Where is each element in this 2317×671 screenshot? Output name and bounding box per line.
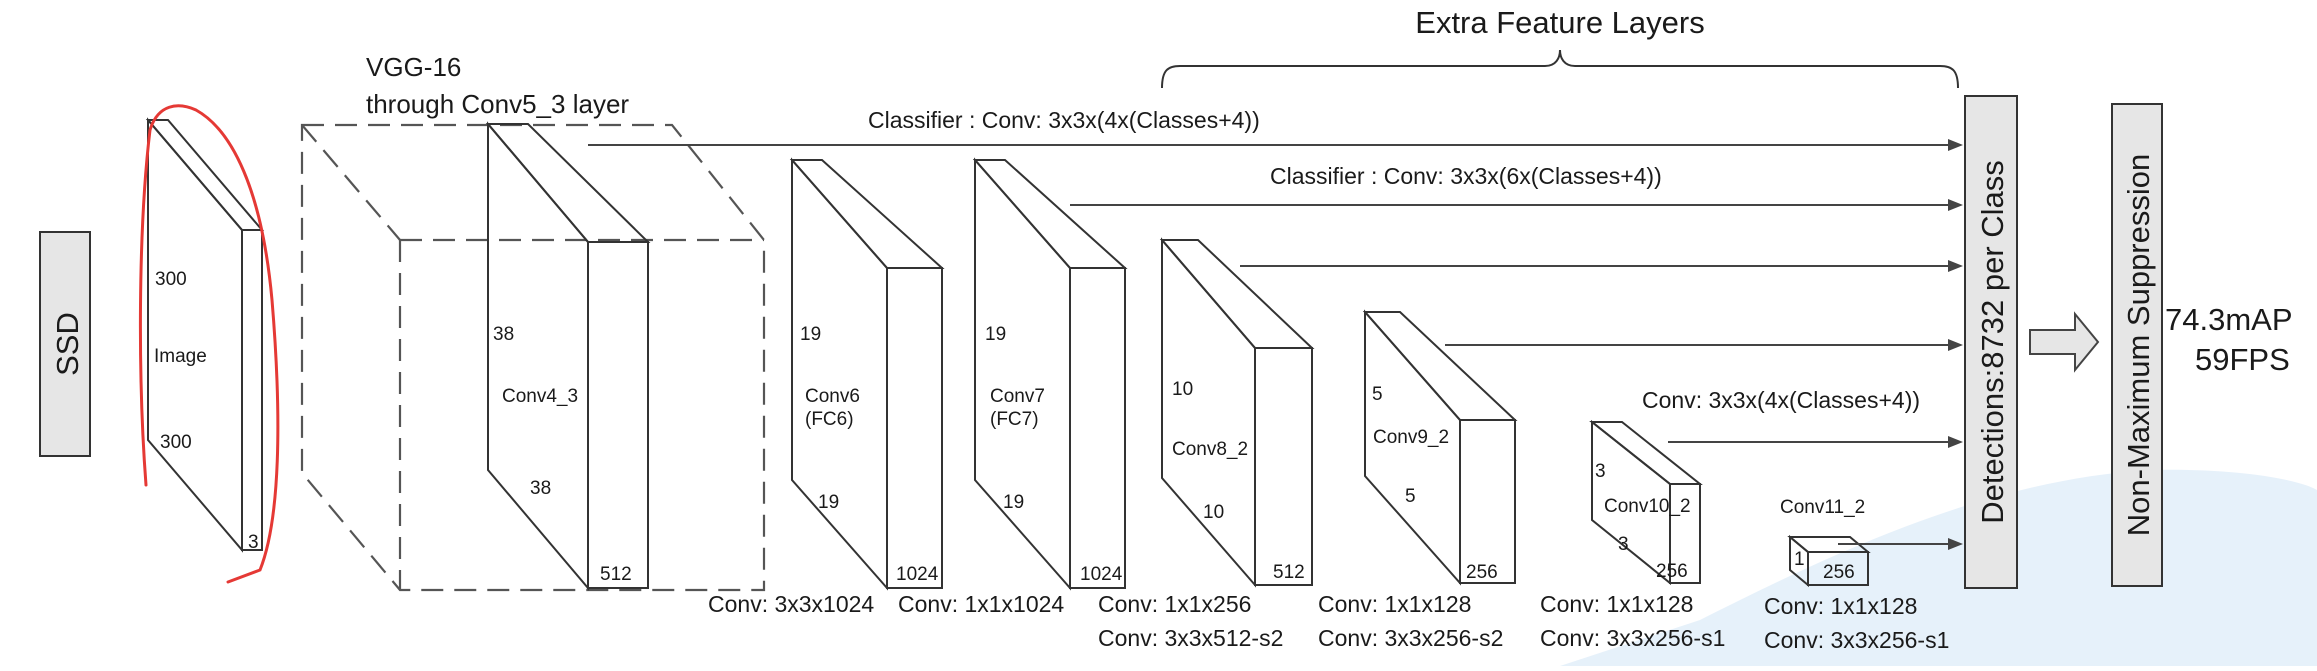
- conv-spec-c8b: Conv: 3x3x512-s2: [1098, 625, 1283, 651]
- conv11-2-height: 1: [1794, 549, 1805, 570]
- nms-box: Non-Maximum Suppression: [2111, 103, 2163, 587]
- conv11-2-channels: 256: [1823, 562, 1855, 583]
- map-result: 74.3mAP: [2165, 302, 2293, 337]
- extra-feature-layers-label: Extra Feature Layers: [1415, 5, 1704, 40]
- conv-spec-c8a: Conv: 1x1x256: [1098, 591, 1251, 617]
- layer-conv4-3: 38 Conv4_3 38 512: [485, 121, 651, 591]
- conv-spec-c9a: Conv: 1x1x128: [1318, 591, 1471, 617]
- classifier-label-2: Classifier : Conv: 3x3x(6x(Classes+4)): [1270, 163, 1662, 189]
- conv8-2-width: 10: [1203, 502, 1224, 523]
- conv-spec-c9b: Conv: 3x3x256-s2: [1318, 625, 1503, 651]
- image-width-label: 300: [160, 432, 192, 453]
- conv10-2-name: Conv10_2: [1604, 496, 1691, 517]
- conv-spec-c10b: Conv: 3x3x256-s1: [1540, 625, 1725, 651]
- red-annotation-stroke: [138, 104, 280, 584]
- ssd-box: SSD: [39, 231, 91, 457]
- conv7-height: 19: [985, 324, 1006, 345]
- detections-box: Detections:8732 per Class: [1964, 95, 2018, 589]
- conv10-2-height: 3: [1595, 461, 1606, 482]
- conv-spec-c11a: Conv: 1x1x128: [1764, 593, 1917, 619]
- conv6-height: 19: [800, 324, 821, 345]
- conv4-3-channels: 512: [600, 564, 632, 585]
- conv10-2-channels: 256: [1656, 561, 1688, 582]
- conv9-2-height: 5: [1372, 384, 1383, 405]
- conv-spec-c10a: Conv: 1x1x128: [1540, 591, 1693, 617]
- conv4-3-name: Conv4_3: [502, 386, 578, 407]
- layer-conv6: 19 Conv6 (FC6) 19 1024: [789, 157, 945, 591]
- conv-specs: Conv: 3x3x1024 Conv: 1x1x1024 Conv: 1x1x…: [708, 591, 1949, 653]
- conv7-name-alt: (FC7): [990, 409, 1039, 430]
- extra-feature-layers-bracket: Extra Feature Layers: [1161, 5, 1959, 89]
- conv7-channels: 1024: [1080, 564, 1123, 585]
- conv-spec-c11b: Conv: 3x3x256-s1: [1764, 627, 1949, 653]
- image-channels-label: 3: [248, 532, 259, 553]
- conv11-2-name: Conv11_2: [1780, 497, 1865, 518]
- conv6-name: Conv6: [805, 386, 860, 407]
- conv8-2-name: Conv8_2: [1172, 439, 1248, 460]
- conv6-width: 19: [818, 492, 839, 513]
- layer-conv10-2: 3 Conv10_2 3 256: [1589, 419, 1703, 586]
- image-name-label: Image: [154, 346, 207, 367]
- vgg16-block: VGG-16 through Conv5_3 layer: [300, 52, 766, 592]
- conv4-3-width: 38: [530, 478, 551, 499]
- nms-label: Non-Maximum Suppression: [2121, 154, 2156, 536]
- conv6-name-alt: (FC6): [805, 409, 854, 430]
- conv7-name: Conv7: [990, 386, 1045, 407]
- conv-spec-c7: Conv: 1x1x1024: [898, 591, 1064, 617]
- layer-conv9-2: 5 Conv9_2 5 256: [1362, 309, 1518, 586]
- conv9-2-name: Conv9_2: [1373, 427, 1449, 448]
- conv10-2-width: 3: [1618, 534, 1629, 555]
- classifier-arrows: Classifier : Conv: 3x3x(4x(Classes+4)) C…: [588, 107, 1963, 550]
- conv9-2-channels: 256: [1466, 562, 1498, 583]
- classifier-label-3: Conv: 3x3x(4x(Classes+4)): [1642, 387, 1920, 413]
- layer-conv7: 19 Conv7 (FC7) 19 1024: [972, 157, 1128, 591]
- conv4-3-height: 38: [493, 324, 514, 345]
- conv7-width: 19: [1003, 492, 1024, 513]
- conv9-2-width: 5: [1405, 486, 1416, 507]
- image-height-label: 300: [155, 269, 187, 290]
- layer-conv11-2: Conv11_2 1 256: [1780, 497, 1871, 588]
- classifier-label-1: Classifier : Conv: 3x3x(4x(Classes+4)): [868, 107, 1260, 133]
- vgg-title-line1: VGG-16: [366, 52, 461, 82]
- detections-label: Detections:8732 per Class: [1975, 160, 2010, 524]
- block-arrow: [2029, 311, 2100, 373]
- layer-conv8-2: 10 Conv8_2 10 512: [1159, 237, 1315, 588]
- input-image-block: 300 Image 300 3: [145, 117, 265, 553]
- ssd-label: SSD: [50, 312, 85, 376]
- conv-spec-c6: Conv: 3x3x1024: [708, 591, 874, 617]
- conv6-channels: 1024: [896, 564, 939, 585]
- fps-result: 59FPS: [2195, 342, 2290, 377]
- conv8-2-height: 10: [1172, 379, 1193, 400]
- vgg-title-line2: through Conv5_3 layer: [366, 89, 629, 119]
- conv8-2-channels: 512: [1273, 562, 1305, 583]
